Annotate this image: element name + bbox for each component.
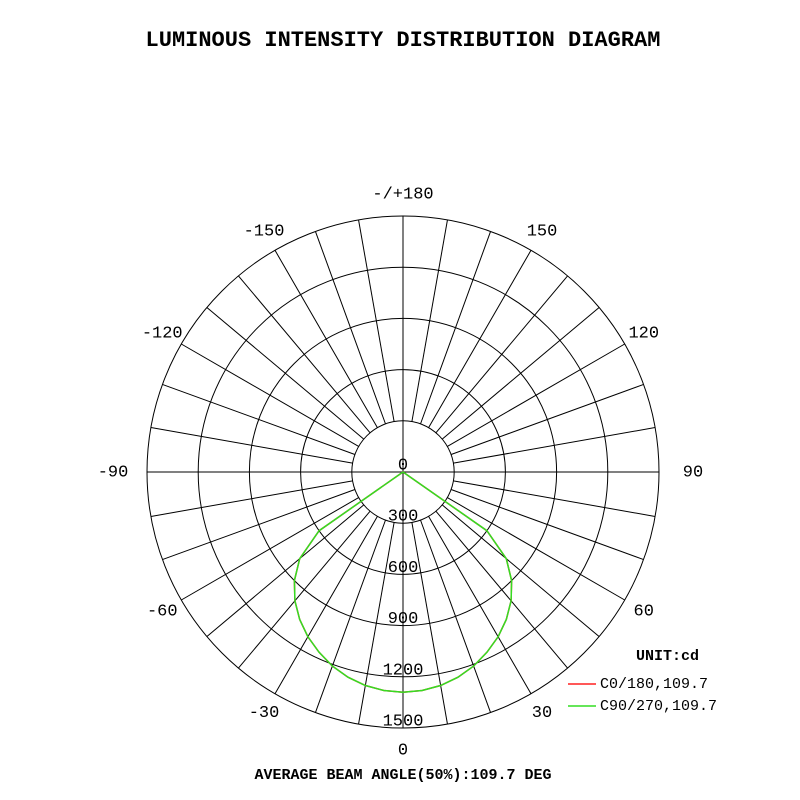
unit-label: UNIT:cd: [636, 648, 699, 665]
angle-tick-label: 90: [683, 463, 703, 482]
r-tick-label: 300: [388, 508, 419, 527]
angle-tick-label: -60: [147, 602, 178, 621]
r-tick-label: 1500: [383, 712, 424, 731]
angle-tick-label: 60: [634, 602, 654, 621]
ring: [146, 215, 660, 729]
ring: [351, 420, 455, 524]
angle-tick-label: 150: [527, 223, 558, 242]
ring: [197, 266, 609, 678]
legend-label: C0/180,109.7: [600, 676, 708, 693]
r-tick-label: 900: [388, 610, 419, 629]
angle-tick-label: -/+180: [372, 185, 433, 204]
angle-tick-label: 120: [628, 324, 659, 343]
angle-tick-label: -150: [244, 223, 285, 242]
chart-title: LUMINOUS INTENSITY DISTRIBUTION DIAGRAM: [146, 28, 661, 53]
footer: AVERAGE BEAM ANGLE(50%):109.7 DEG: [254, 767, 551, 784]
r-tick-label: 600: [388, 559, 419, 578]
angle-tick-label: 0: [398, 741, 408, 760]
series-line: [293, 471, 513, 693]
ring: [300, 369, 506, 575]
r-tick-label: 0: [398, 456, 408, 475]
angle-tick-label: -90: [98, 463, 129, 482]
ring: [248, 317, 558, 627]
angle-tick-label: 30: [532, 704, 552, 723]
angle-tick-label: -30: [249, 704, 280, 723]
legend-label: C90/270,109.7: [600, 698, 717, 715]
r-tick-label: 1200: [383, 661, 424, 680]
angle-tick-label: -120: [142, 324, 183, 343]
